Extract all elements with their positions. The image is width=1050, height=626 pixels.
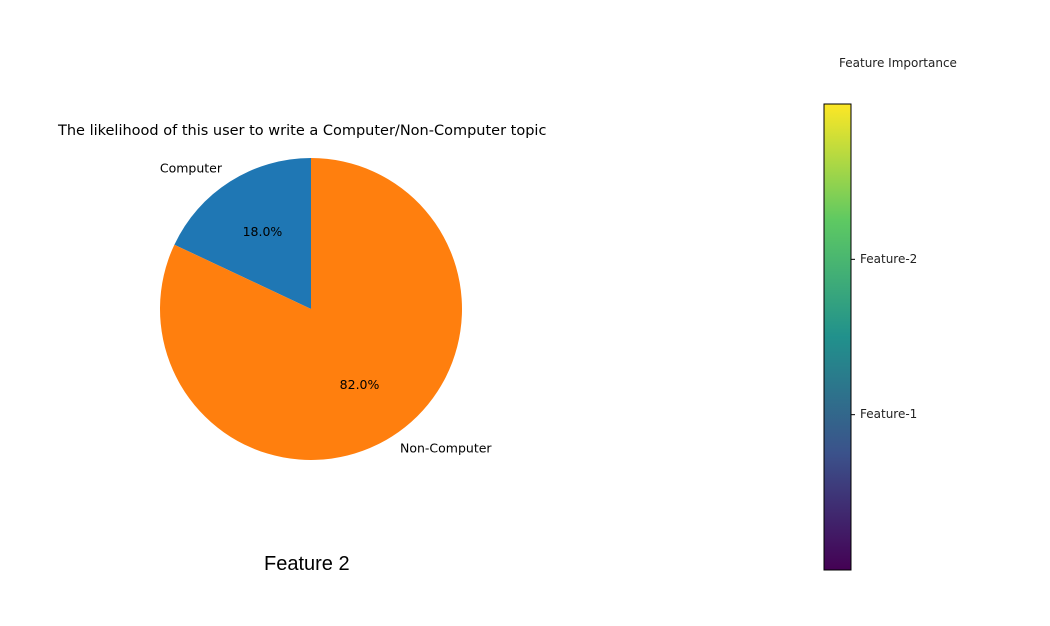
colorbar-tick-label: Feature-2 — [860, 252, 917, 266]
colorbar-title: Feature Importance — [839, 56, 957, 70]
colorbar-ticks: Feature-1 Feature-2 — [851, 252, 917, 421]
pie-chart: The likelihood of this user to write a C… — [57, 123, 546, 460]
pie-title: The likelihood of this user to write a C… — [57, 123, 546, 139]
pie-labels: 18.0% Computer 82.0% Non-Computer — [160, 160, 493, 455]
pie-slice-non-computer — [160, 158, 462, 460]
pie-slice-computer — [174, 158, 311, 309]
colorbar-tick-label: Feature-1 — [860, 407, 917, 421]
figure-caption: Feature 2 — [264, 553, 350, 575]
pie-slice-label: Non-Computer — [400, 441, 492, 456]
pie-slice-label: Computer — [160, 160, 223, 175]
colorbar-gradient — [823, 103, 852, 571]
pie-pct-label: 82.0% — [340, 377, 380, 392]
colorbar: Feature Importance Feature-1 Feature-2 — [823, 56, 957, 571]
pie-slices — [160, 158, 462, 460]
pie-pct-label: 18.0% — [243, 224, 283, 239]
